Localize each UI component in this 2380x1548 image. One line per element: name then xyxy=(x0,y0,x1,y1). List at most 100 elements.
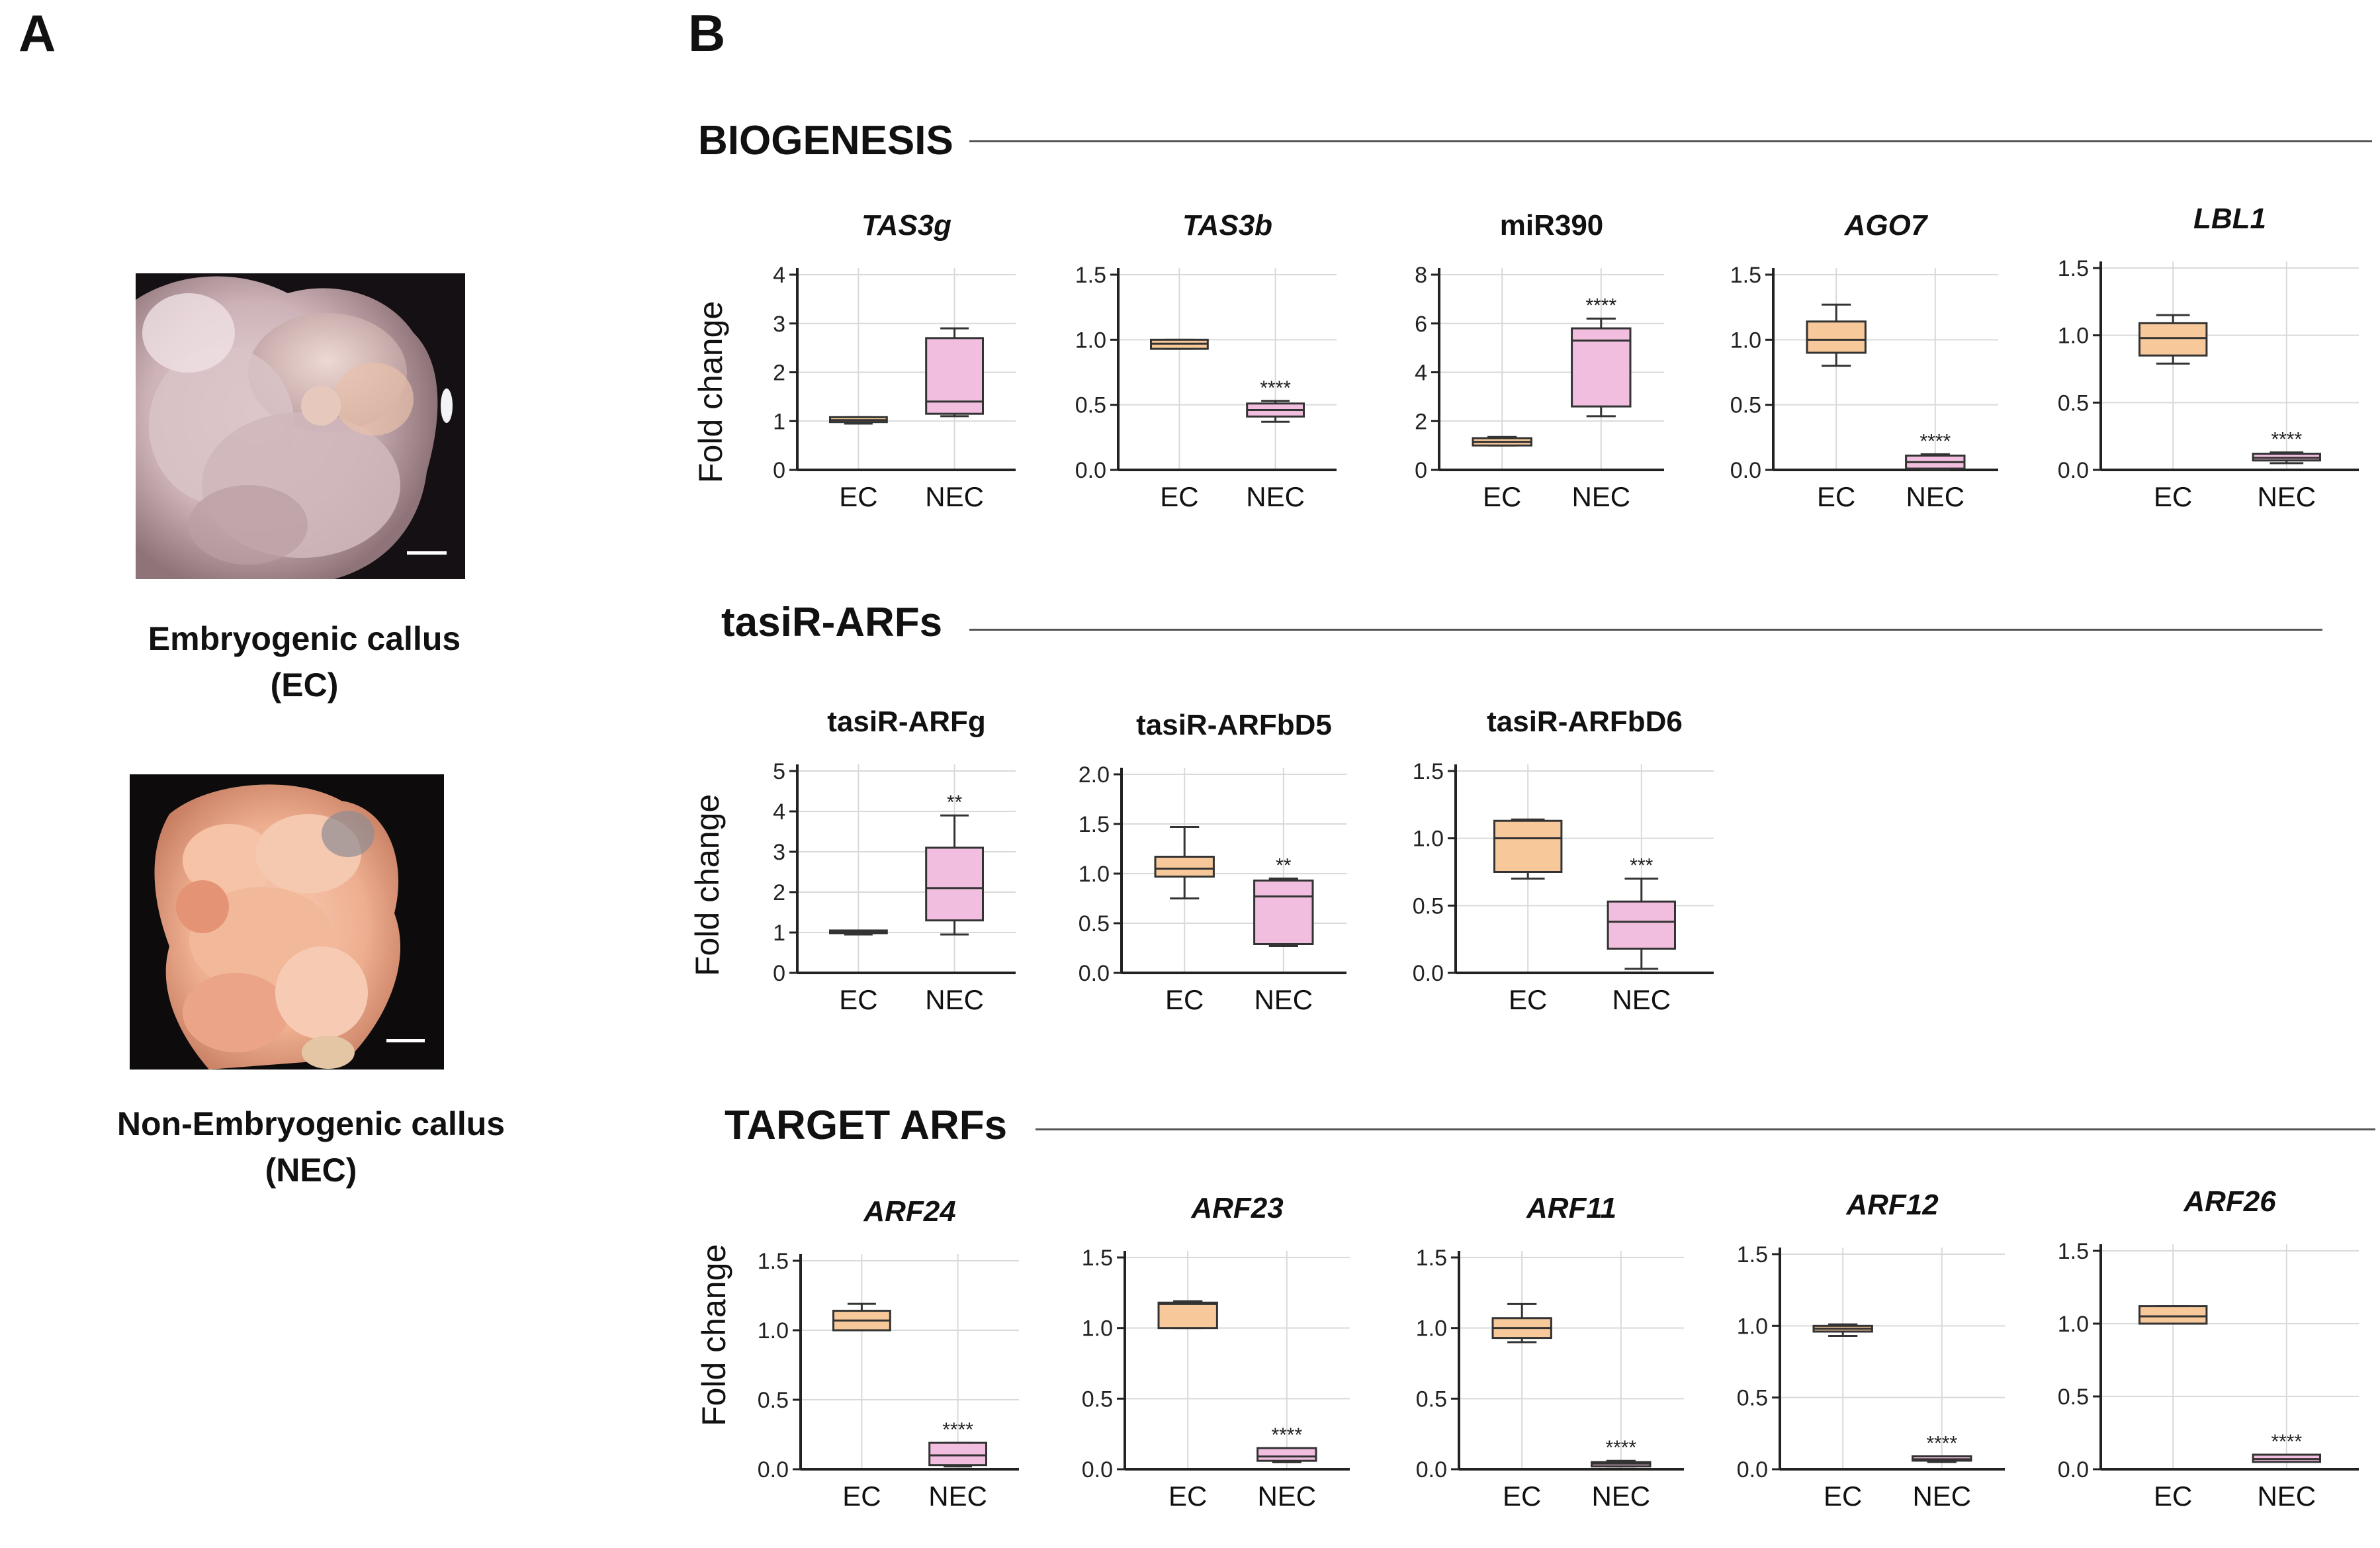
x-category-label: EC xyxy=(1509,984,1547,1015)
y-tick-label: 0.0 xyxy=(1737,1457,1768,1482)
y-tick-label: 0.0 xyxy=(1082,1457,1113,1482)
y-tick-label: 1 xyxy=(773,921,785,946)
x-category-label: NEC xyxy=(925,481,984,512)
y-tick-label: 3 xyxy=(773,840,785,865)
chart-tasir-arfbd6: tasiR-ARFbD6 0.0 0.5 1.0 1.5 EC *** NEC xyxy=(1413,706,1714,1015)
x-category-label: EC xyxy=(2154,481,2192,512)
y-tick-label: 0.0 xyxy=(2058,1457,2089,1482)
y-tick-label: 8 xyxy=(1415,263,1427,288)
y-tick-label: 0.5 xyxy=(1413,893,1444,919)
section-title-target-arfs: TARGET ARFs xyxy=(725,1103,1008,1148)
x-category-label: NEC xyxy=(1254,984,1313,1015)
ec-box xyxy=(1806,320,1867,354)
nec-box xyxy=(1253,880,1314,945)
chart-title: TAS3g xyxy=(861,209,951,242)
y-tick-label: 2.0 xyxy=(1079,762,1110,788)
x-category-label: EC xyxy=(842,1480,881,1512)
y-tick-label: 1.0 xyxy=(1075,328,1106,353)
nec-caption-line2: (NEC) xyxy=(265,1152,357,1189)
y-tick-label: 1.0 xyxy=(2058,1312,2089,1337)
y-tick-label: 1.5 xyxy=(1075,263,1106,288)
x-category-label: EC xyxy=(1824,1480,1862,1512)
significance-label: **** xyxy=(1605,1437,1636,1459)
chart-title: tasiR-ARFbD5 xyxy=(1136,709,1332,741)
x-category-label: NEC xyxy=(1612,984,1671,1015)
panel-a-letter: A xyxy=(19,4,56,62)
y-tick-label: 0.0 xyxy=(1413,961,1444,986)
y-tick-label: 0.0 xyxy=(1075,458,1106,483)
x-category-label: EC xyxy=(1817,481,1855,512)
chart-title: ARF26 xyxy=(2183,1185,2276,1218)
y-tick-label: 3 xyxy=(773,312,785,337)
chart-title: tasiR-ARFg xyxy=(827,706,986,738)
chart-arf24: ARF24 0.0 0.5 1.0 1.5 EC **** NEC xyxy=(758,1195,1019,1512)
significance-label: **** xyxy=(1260,377,1291,399)
x-category-label: NEC xyxy=(2257,1480,2316,1512)
x-category-label: EC xyxy=(1165,984,1204,1015)
chart-tasir-arfg: tasiR-ARFg 0 1 2 3 4 5 EC ** NEC xyxy=(773,706,1016,1015)
y-tick-label: 0 xyxy=(773,961,785,986)
ec-box xyxy=(1157,1301,1218,1330)
nec-caption: Non-Embryogenic callus (NEC) xyxy=(53,1101,569,1193)
x-category-label: EC xyxy=(839,481,877,512)
x-category-label: NEC xyxy=(925,984,984,1015)
y-tick-label: 0.0 xyxy=(1079,961,1110,986)
y-tick-label: 4 xyxy=(773,799,785,825)
y-tick-label: 1.0 xyxy=(1413,827,1444,852)
x-category-label: NEC xyxy=(928,1480,987,1512)
x-category-label: NEC xyxy=(2257,481,2316,512)
chart-title: ARF24 xyxy=(863,1195,955,1228)
y-tick-label: 0.5 xyxy=(2058,390,2089,416)
y-tick-label: 1.0 xyxy=(758,1318,789,1343)
y-tick-label: 0.5 xyxy=(1079,911,1110,936)
chart-lbl1: LBL1 0.0 0.5 1.0 1.5 EC **** NEC xyxy=(2058,203,2359,512)
chart-title: ARF12 xyxy=(1845,1189,1939,1221)
y-tick-label: 1.5 xyxy=(1413,759,1444,784)
y-tick-label: 0.0 xyxy=(2058,458,2089,483)
y-tick-label: 1.5 xyxy=(1737,1242,1768,1267)
panel-b-letter: B xyxy=(688,4,726,62)
ec-caption-line2: (EC) xyxy=(270,666,339,704)
significance-label: *** xyxy=(1630,855,1653,877)
x-category-label: EC xyxy=(1503,1480,1541,1512)
y-tick-label: 0.0 xyxy=(758,1457,789,1482)
y-tick-label: 0.0 xyxy=(1730,458,1761,483)
y-tick-label: 6 xyxy=(1415,312,1427,337)
significance-label: **** xyxy=(942,1419,973,1441)
significance-label: **** xyxy=(1919,430,1951,452)
chart-mir390: miR390 0 2 4 6 8 EC **** NEC xyxy=(1415,209,1664,512)
y-tick-label: 0.0 xyxy=(1416,1457,1447,1482)
chart-tas3b: TAS3b 0.0 0.5 1.0 1.5 EC **** NEC xyxy=(1075,209,1337,512)
chart-title: ARF23 xyxy=(1190,1192,1283,1224)
chart-title: miR390 xyxy=(1500,209,1604,242)
x-category-label: EC xyxy=(1168,1480,1207,1512)
ec-callus-photo xyxy=(136,273,465,579)
y-tick-label: 1.0 xyxy=(1737,1314,1768,1339)
section-title-biogenesis: BIOGENESIS xyxy=(698,118,953,163)
y-tick-label: 1 xyxy=(773,409,785,434)
y-tick-label: 1.0 xyxy=(2058,324,2089,349)
nec-box xyxy=(1607,900,1677,950)
ec-box xyxy=(1493,819,1563,874)
y-tick-label: 0.5 xyxy=(1730,393,1761,418)
chart-ago7: AGO7 0.0 0.5 1.0 1.5 EC **** NEC xyxy=(1730,209,1998,512)
y-tick-label: 0 xyxy=(773,458,785,483)
significance-label: **** xyxy=(2271,429,2302,451)
section-rule-biogenesis xyxy=(969,140,2372,142)
ec-box xyxy=(2138,322,2208,357)
section-rule-tasir-arfs xyxy=(969,629,2322,631)
chart-title: tasiR-ARFbD6 xyxy=(1487,706,1683,738)
y-tick-label: 0.5 xyxy=(2058,1385,2089,1410)
y-tick-label: 1.5 xyxy=(1416,1246,1447,1271)
nec-box xyxy=(928,1441,988,1467)
y-tick-label: 1.0 xyxy=(1079,862,1110,887)
ec-caption-line1: Embryogenic callus xyxy=(148,620,461,657)
chart-tas3g: TAS3g 0 1 2 3 4 EC NEC xyxy=(773,209,1016,512)
y-tick-label: 0.5 xyxy=(1082,1387,1113,1412)
significance-label: ** xyxy=(1276,855,1292,877)
y-tick-label: 1.0 xyxy=(1416,1316,1447,1342)
chart-arf12: ARF12 0.0 0.5 1.0 1.5 EC **** NEC xyxy=(1737,1189,2005,1512)
significance-label: **** xyxy=(1926,1433,1957,1455)
x-category-label: NEC xyxy=(1912,1480,1971,1512)
chart-title: TAS3b xyxy=(1182,209,1272,242)
